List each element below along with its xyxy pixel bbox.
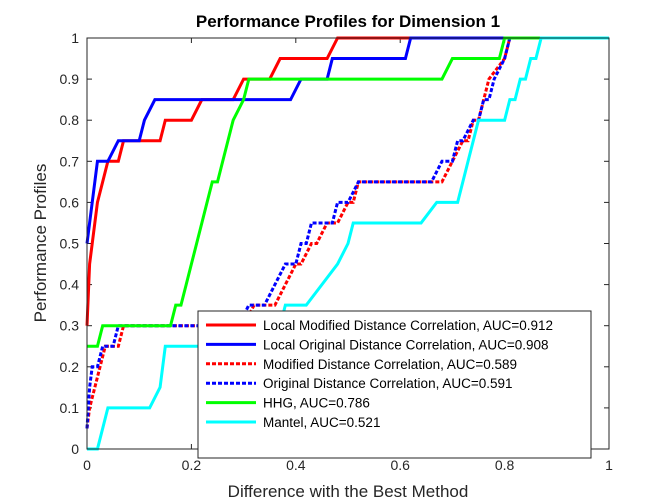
y-tick-label: 0.1	[60, 400, 80, 416]
legend-item: Original Distance Correlation, AUC=0.591	[206, 376, 513, 391]
chart-title: Performance Profiles for Dimension 1	[196, 12, 500, 31]
x-tick-label: 0.6	[390, 457, 410, 473]
y-tick-label: 0.3	[60, 318, 80, 334]
x-axis-label: Difference with the Best Method	[228, 482, 469, 501]
legend-item: Local Original Distance Correlation, AUC…	[206, 337, 549, 352]
legend-item: Modified Distance Correlation, AUC=0.589	[206, 357, 517, 372]
y-tick-label: 0	[71, 441, 79, 457]
legend-label: Local Modified Distance Correlation, AUC…	[263, 318, 553, 333]
x-tick-label: 0.2	[182, 457, 202, 473]
x-tick-label: 0.4	[286, 457, 306, 473]
y-tick-label: 0.8	[60, 112, 80, 128]
legend-item: Mantel, AUC=0.521	[206, 415, 380, 430]
y-tick-label: 1	[71, 30, 79, 46]
x-tick-label: 1	[605, 457, 613, 473]
series-line-6	[87, 36, 609, 451]
y-tick-label: 0.7	[60, 153, 80, 169]
y-tick-label: 0.6	[60, 194, 80, 210]
legend: Local Modified Distance Correlation, AUC…	[197, 310, 592, 459]
legend-item: Local Modified Distance Correlation, AUC…	[206, 318, 553, 333]
legend-label: Original Distance Correlation, AUC=0.591	[263, 376, 513, 391]
series-lines	[85, 36, 609, 451]
legend-item: HHG, AUC=0.786	[206, 396, 370, 411]
legend-label: Mantel, AUC=0.521	[263, 415, 380, 430]
axis-tick-labels: 0 0.2 0.4 0.6 0.8 1 0 0.1 0.2 0.3 0.4 0.5 0.6 0.7 0.8 0…	[60, 30, 614, 473]
x-tick-label: 0.8	[495, 457, 515, 473]
legend-box	[197, 310, 592, 459]
y-tick-label: 0.5	[60, 236, 80, 252]
series-line-1	[85, 36, 609, 326]
series-line-2	[85, 36, 609, 244]
y-tick-label: 0.2	[60, 359, 80, 375]
series-line-4	[85, 36, 609, 429]
legend-label: Local Original Distance Correlation, AUC…	[263, 337, 549, 352]
legend-label: HHG, AUC=0.786	[263, 396, 370, 411]
y-axis-label: Performance Profiles	[31, 164, 50, 323]
legend-label: Modified Distance Correlation, AUC=0.589	[263, 357, 517, 372]
x-tick-label: 0	[83, 457, 91, 473]
y-tick-label: 0.4	[60, 277, 80, 293]
series-line-5	[87, 36, 609, 348]
y-tick-label: 0.9	[60, 71, 80, 87]
